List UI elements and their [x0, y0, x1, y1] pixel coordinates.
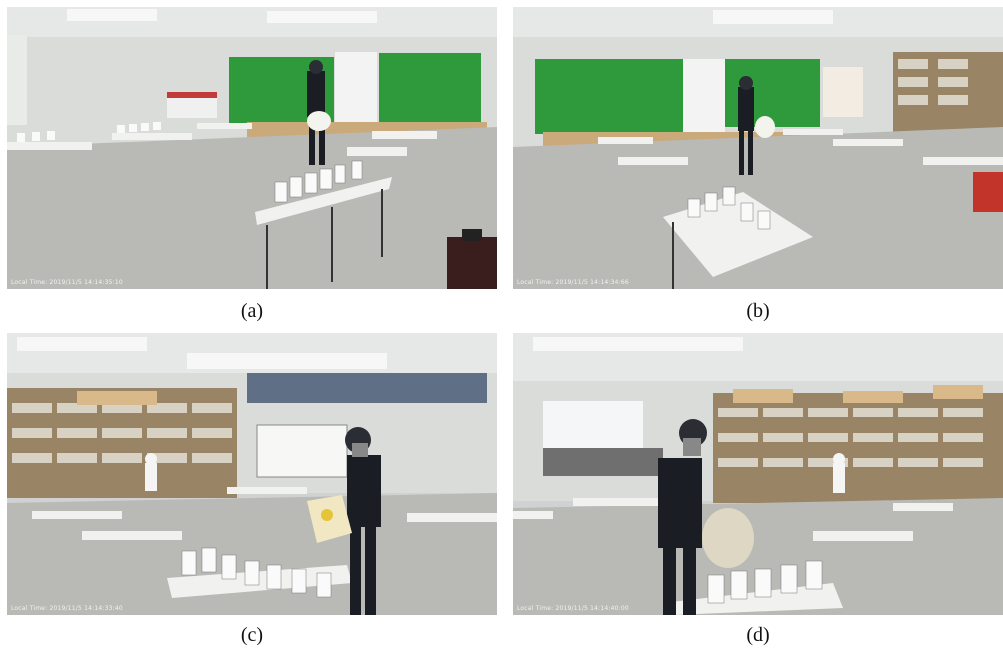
photo-a-scene — [7, 7, 497, 289]
timestamp-c: Local Time: 2019/11/5 14:14:33:40 — [11, 605, 123, 612]
timestamp-a: Local Time: 2019/11/5 14:14:35:10 — [11, 279, 123, 286]
photo-b-scene — [513, 7, 1003, 289]
photo-panel-c: Local Time: 2019/11/5 14:14:33:40 — [7, 333, 497, 615]
caption-d: (d) — [746, 624, 770, 646]
timestamp-b: Local Time: 2019/11/5 14:14:34:66 — [517, 279, 629, 286]
timestamp-d: Local Time: 2019/11/5 14:14:40:00 — [517, 605, 629, 612]
photo-c-scene — [7, 333, 497, 615]
caption-a: (a) — [240, 300, 264, 322]
caption-b: (b) — [746, 300, 770, 322]
caption-c: (c) — [240, 624, 264, 646]
photo-panel-a: Local Time: 2019/11/5 14:14:35:10 — [7, 7, 497, 289]
photo-panel-d: Local Time: 2019/11/5 14:14:40:00 — [513, 333, 1003, 615]
photo-d-scene — [513, 333, 1003, 615]
photo-panel-b: Local Time: 2019/11/5 14:14:34:66 — [513, 7, 1003, 289]
